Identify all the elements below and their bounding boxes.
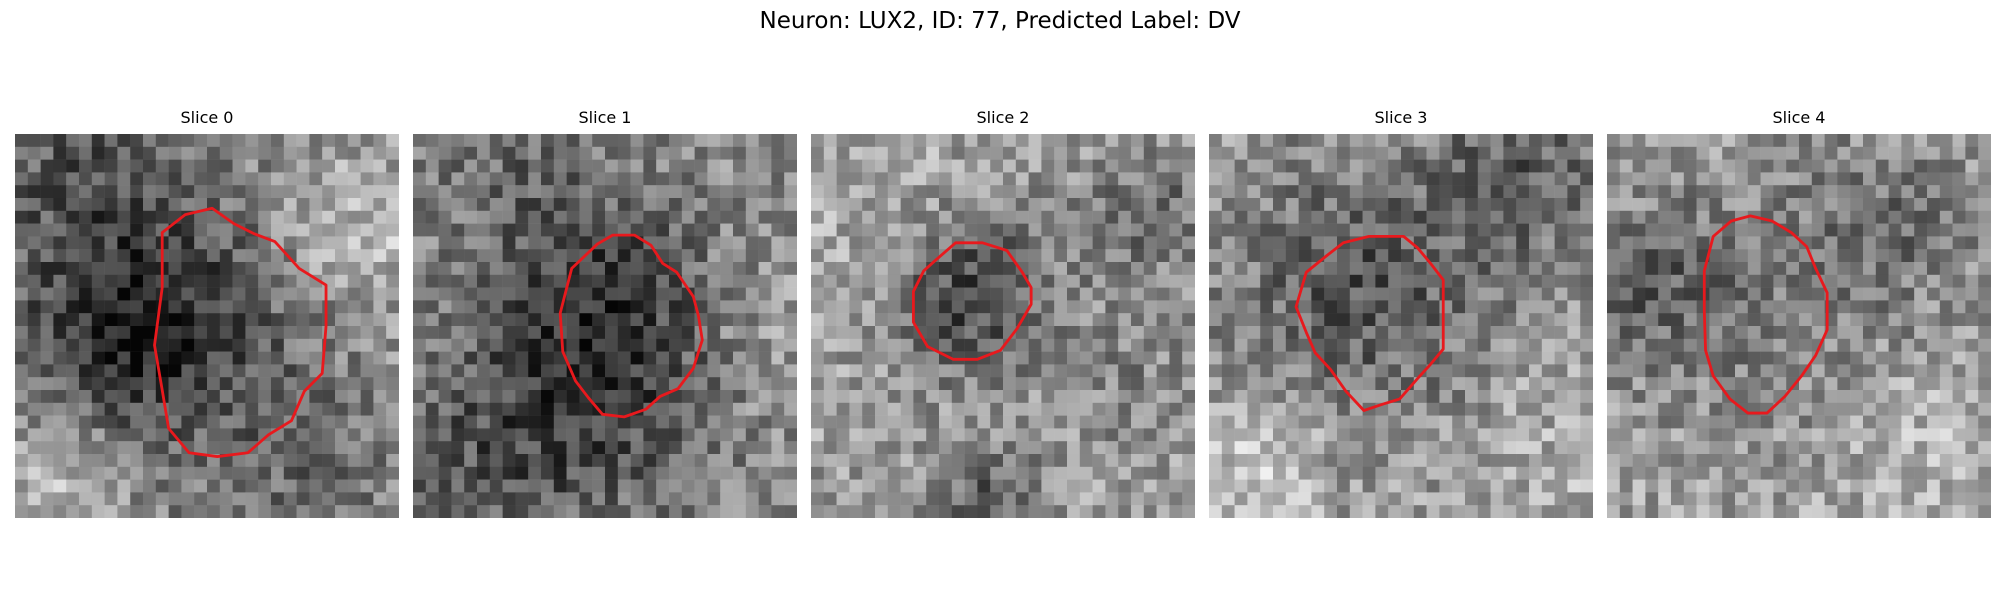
slice-title-2: Slice 2 [811,108,1195,128]
slice-panel-1: Slice 1 [413,108,797,128]
slice-image-3 [1209,134,1593,518]
slice-title-0: Slice 0 [15,108,399,128]
slice-panel-2: Slice 2 [811,108,1195,128]
slice-image-4 [1607,134,1991,518]
slice-image-0 [15,134,399,518]
slice-panel-0: Slice 0 [15,108,399,128]
slice-panel-4: Slice 4 [1607,108,1991,128]
figure-title: Neuron: LUX2, ID: 77, Predicted Label: D… [0,6,2000,36]
slice-image-2 [811,134,1195,518]
slice-panel-3: Slice 3 [1209,108,1593,128]
slice-title-1: Slice 1 [413,108,797,128]
slice-title-3: Slice 3 [1209,108,1593,128]
slice-image-1 [413,134,797,518]
slice-title-4: Slice 4 [1607,108,1991,128]
